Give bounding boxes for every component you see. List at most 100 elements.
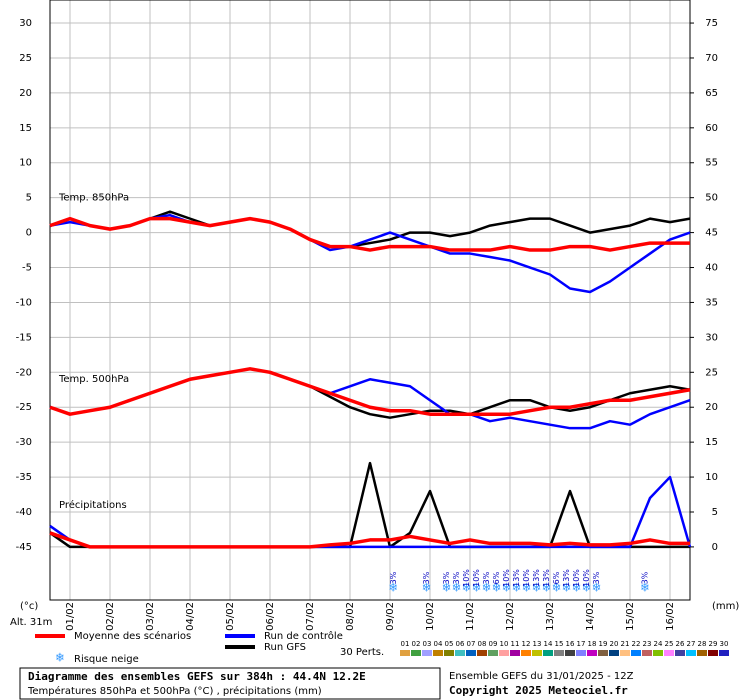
member-swatch — [675, 650, 685, 656]
snow-risk-label: 6% — [492, 571, 501, 584]
y-tick-label: 20 — [19, 88, 32, 99]
member-name: 18 — [588, 640, 597, 648]
y-tick-label: -5 — [22, 263, 32, 274]
snow-risk-label: 3% — [641, 571, 650, 584]
member-name: 15 — [555, 640, 564, 648]
snow-icon: ❄ — [640, 581, 650, 595]
x-tick-label: 06/02 — [265, 602, 276, 631]
member-name: 11 — [511, 640, 520, 648]
snow-risk-label: 10% — [582, 569, 591, 587]
member-name: 14 — [544, 640, 553, 648]
member-swatch — [686, 650, 696, 656]
y-tick-label: 10 — [19, 158, 32, 169]
y2-tick-label: 45 — [705, 228, 718, 239]
snow-icon: ❄ — [388, 581, 398, 595]
snow-risk-label: 13% — [542, 569, 551, 587]
y-tick-label: -40 — [16, 507, 32, 518]
member-swatch — [598, 650, 608, 656]
members-legend: 01 02 03 04 05 06 07 08 09 10 11 12 13 14 15 16 17 18 19 20… — [400, 640, 729, 656]
member-swatch — [411, 650, 421, 656]
y-tick-label: -20 — [16, 367, 32, 378]
snow-icon: ❄ — [492, 581, 502, 595]
member-name: 17 — [577, 640, 586, 648]
member-name: 03 — [423, 640, 432, 648]
member-swatch — [642, 650, 652, 656]
snow-risk-label: 10% — [522, 569, 531, 587]
x-tick-label: 12/02 — [505, 602, 516, 631]
snow-icon: ❄ — [502, 581, 512, 595]
member-name: 29 — [709, 640, 718, 648]
snow-icon: ❄ — [512, 581, 522, 595]
member-name: 08 — [478, 640, 487, 648]
member-swatch — [708, 650, 718, 656]
series-line — [49, 216, 690, 252]
snow-risk-label: 10% — [462, 569, 471, 587]
y-tick-label: -10 — [16, 297, 32, 308]
y2-tick-label: 25 — [705, 367, 718, 378]
snow-icon: ❄ — [442, 581, 452, 595]
snow-icon: ❄ — [582, 581, 592, 595]
member-swatch — [488, 650, 498, 656]
member-swatch — [719, 650, 729, 656]
footer-subtitle: Températures 850hPa et 500hPa (°C) , pré… — [27, 685, 322, 697]
y2-tick-label: 10 — [705, 472, 718, 483]
member-name: 12 — [522, 640, 531, 648]
snow-icon: ❄ — [572, 581, 582, 595]
member-name: 09 — [489, 640, 498, 648]
member-swatch — [587, 650, 597, 656]
member-name: 16 — [566, 640, 575, 648]
y2-tick-label: 35 — [705, 297, 718, 308]
member-swatch — [422, 650, 432, 656]
snow-risk-label: 10% — [472, 569, 481, 587]
member-swatch — [554, 650, 564, 656]
member-name: 22 — [632, 640, 641, 648]
footer-copyright: Copyright 2025 Meteociel.fr — [449, 684, 628, 697]
member-swatch — [697, 650, 707, 656]
x-tick-label: 16/02 — [665, 602, 676, 631]
y2-tick-label: 20 — [705, 402, 718, 413]
snow-icon: ❄ — [472, 581, 482, 595]
y-axis-label: (°c) — [20, 601, 38, 612]
snow-risk-label: 13% — [562, 569, 571, 587]
member-swatch — [620, 650, 630, 656]
member-swatch — [631, 650, 641, 656]
snow-icon: ❄ — [522, 581, 532, 595]
footer-title: Diagramme des ensembles GEFS sur 384h : … — [28, 670, 366, 683]
member-swatch — [400, 650, 410, 656]
y2-tick-label: 5 — [712, 507, 718, 518]
snow-icon: ❄ — [422, 581, 432, 595]
member-name: 05 — [445, 640, 454, 648]
member-swatch — [499, 650, 509, 656]
member-name: 24 — [654, 640, 663, 648]
member-name: 21 — [621, 640, 630, 648]
member-swatch — [653, 650, 663, 656]
y-tick-label: 5 — [26, 193, 32, 204]
legend-label: Moyenne des scénarios — [74, 630, 191, 642]
plot-area: ❄3%❄3%❄3%❄3%❄10%❄10%❄3%❄6%❄10%❄13%❄10%❄1… — [49, 0, 694, 601]
snow-icon: ❄ — [542, 581, 552, 595]
footer-box — [19, 667, 441, 700]
member-name: 26 — [676, 640, 685, 648]
member-swatch — [510, 650, 520, 656]
snow-risk-label: 3% — [452, 571, 461, 584]
member-name: 01 — [401, 640, 410, 648]
x-tick-label: 10/02 — [425, 602, 436, 631]
group-label: Précipitations — [59, 499, 127, 511]
snow-risk-label: 6% — [552, 571, 561, 584]
snow-risk-label: 10% — [572, 569, 581, 587]
member-swatch — [576, 650, 586, 656]
legend-label: Risque neige — [74, 654, 139, 665]
snow-icon: ❄ — [462, 581, 472, 595]
x-tick-label: 02/02 — [105, 602, 116, 631]
member-swatch — [444, 650, 454, 656]
y-tick-label: 15 — [19, 123, 32, 134]
member-swatch — [609, 650, 619, 656]
y2-tick-label: 55 — [705, 158, 718, 169]
member-swatch — [521, 650, 531, 656]
member-swatch — [543, 650, 553, 656]
y-tick-label: -45 — [16, 542, 32, 553]
member-name: 02 — [412, 640, 421, 648]
x-tick-label: 13/02 — [545, 602, 556, 631]
y2-tick-label: 65 — [705, 88, 718, 99]
